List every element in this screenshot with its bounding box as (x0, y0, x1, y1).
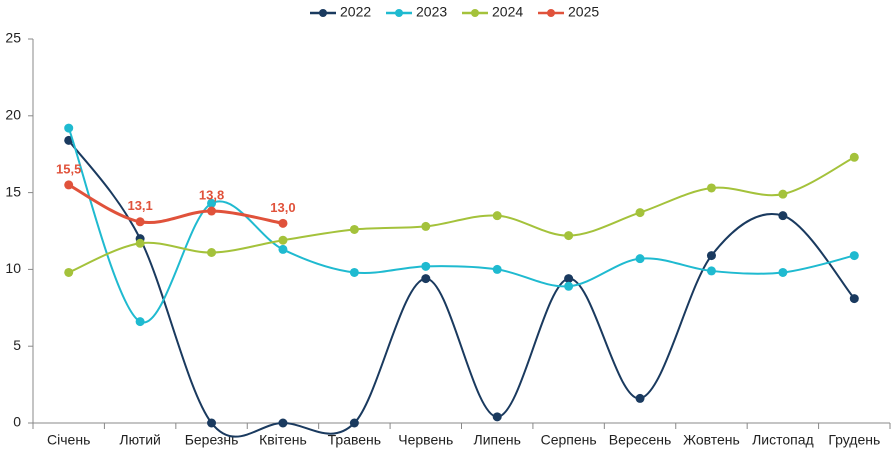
data-point (706, 183, 716, 193)
data-point (421, 221, 431, 231)
data-point (564, 281, 574, 291)
data-point (635, 208, 645, 218)
x-tick-label: Травень (328, 432, 381, 448)
legend-marker (471, 9, 479, 17)
x-tick-label: Грудень (828, 432, 880, 448)
data-point (635, 254, 645, 264)
legend-marker (395, 9, 403, 17)
x-tick-label: Липень (474, 432, 521, 448)
data-point (492, 211, 502, 221)
data-point (349, 267, 359, 277)
data-point (64, 123, 74, 133)
y-tick-label: 20 (5, 107, 21, 123)
data-point (492, 264, 502, 274)
data-point (635, 393, 645, 403)
legend-marker (319, 9, 327, 17)
data-point (135, 217, 145, 227)
x-tick-label: Лютий (119, 432, 160, 448)
y-tick-label: 25 (5, 30, 21, 46)
data-label: 13,1 (127, 198, 152, 213)
x-tick-label: Жовтень (683, 432, 740, 448)
x-tick-label: Червень (398, 432, 453, 448)
series-line (67, 139, 856, 438)
data-point (135, 238, 145, 248)
x-tick-label: Березнь (185, 432, 239, 448)
y-tick-label: 15 (5, 183, 21, 199)
x-tick-label: Квітень (259, 432, 307, 448)
data-point (207, 248, 217, 258)
y-tick-label: 10 (5, 260, 21, 276)
y-tick-label: 0 (13, 414, 21, 430)
data-point (207, 418, 217, 428)
x-tick-label: Листопад (752, 432, 814, 448)
legend-marker (547, 9, 555, 17)
data-label: 15,5 (56, 161, 81, 176)
data-point (64, 267, 74, 277)
legend-label: 2023 (416, 4, 447, 20)
data-label: 13,8 (199, 187, 224, 202)
data-point (492, 412, 502, 422)
data-point (849, 294, 859, 304)
data-point (778, 211, 788, 221)
data-point (778, 267, 788, 277)
legend-label: 2024 (492, 4, 523, 20)
data-point (278, 418, 288, 428)
data-point (564, 231, 574, 241)
series-line (68, 156, 855, 274)
y-tick-label: 5 (13, 337, 21, 353)
data-label: 13,0 (270, 200, 295, 215)
series-line (67, 127, 855, 324)
x-tick-label: Січень (47, 432, 90, 448)
x-tick-label: Серпень (541, 432, 597, 448)
data-point (349, 418, 359, 428)
data-point (849, 152, 859, 162)
data-point (421, 261, 431, 271)
data-point (849, 251, 859, 261)
x-tick-label: Вересень (609, 432, 672, 448)
data-point (706, 251, 716, 261)
data-point (349, 224, 359, 234)
series-line (68, 183, 284, 225)
data-point (135, 317, 145, 327)
data-point (207, 206, 217, 216)
data-point (278, 235, 288, 245)
data-point (421, 274, 431, 284)
legend-label: 2025 (568, 4, 599, 20)
data-point (778, 189, 788, 199)
data-point (706, 266, 716, 276)
data-point (64, 135, 74, 145)
legend-label: 2022 (340, 4, 371, 20)
data-point (564, 274, 574, 284)
data-point (64, 180, 74, 190)
data-point (278, 218, 288, 228)
data-point (278, 244, 288, 254)
data-point (207, 198, 217, 208)
